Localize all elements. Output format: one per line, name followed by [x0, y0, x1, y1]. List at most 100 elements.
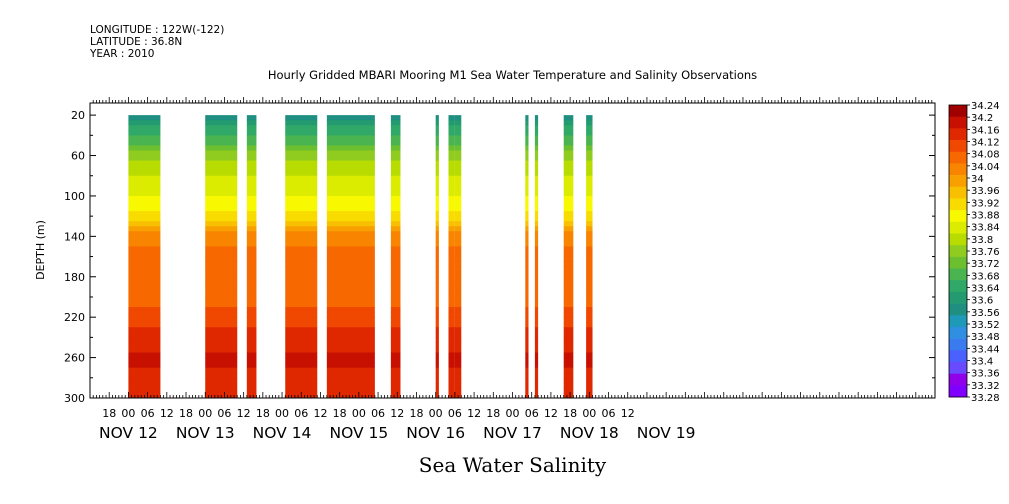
heatmap-cell: [586, 302, 593, 308]
heatmap-cell: [586, 175, 593, 182]
heatmap-cell: [326, 170, 375, 177]
heatmap-cell: [205, 387, 238, 394]
heatmap-cell: [563, 120, 574, 126]
heatmap-cell: [246, 200, 257, 207]
heatmap-cell: [563, 195, 574, 202]
heatmap-cell: [205, 211, 238, 217]
heatmap-cell: [534, 130, 539, 136]
x-hour-label: 12: [237, 407, 251, 420]
x-hour-label: 00: [352, 407, 366, 420]
heatmap-cell: [390, 291, 401, 298]
heatmap-cell: [246, 377, 257, 384]
heatmap-cell: [448, 317, 455, 323]
x-hour-label: 00: [121, 407, 135, 420]
heatmap-cell: [534, 367, 539, 374]
heatmap-cell: [205, 281, 238, 288]
heatmap-cell: [326, 312, 375, 318]
colorbar-label: 33.92: [971, 198, 1000, 209]
heatmap-cell: [586, 125, 593, 131]
heatmap-cell: [448, 120, 455, 126]
heatmap-cell: [285, 332, 318, 338]
x-hour-label: 18: [102, 407, 116, 420]
heatmap-cell: [435, 372, 439, 379]
heatmap-cell: [454, 180, 462, 187]
heatmap-cell: [525, 322, 529, 328]
heatmap-cell: [448, 332, 455, 338]
heatmap-cell: [435, 160, 439, 167]
heatmap-cell: [563, 190, 574, 197]
heatmap-cell: [586, 281, 593, 288]
heatmap-cell: [586, 352, 593, 359]
heatmap-cell: [390, 342, 401, 348]
heatmap-cell: [448, 276, 455, 283]
heatmap-cell: [534, 382, 539, 389]
heatmap-cell: [435, 145, 439, 151]
heatmap-cell: [563, 125, 574, 131]
heatmap-cell: [128, 165, 161, 172]
heatmap-cell: [563, 276, 574, 283]
heatmap-cell: [525, 251, 529, 258]
heatmap-cell: [448, 115, 455, 121]
heatmap-cell: [586, 185, 593, 192]
heatmap-cell: [525, 180, 529, 187]
heatmap-cell: [525, 332, 529, 338]
heatmap-cell: [390, 307, 401, 313]
heatmap-cell: [586, 120, 593, 126]
colorbar-bin: [949, 280, 967, 293]
heatmap-cell: [390, 327, 401, 333]
x-hour-label: 12: [390, 407, 404, 420]
heatmap-cell: [586, 115, 593, 121]
heatmap-cell: [246, 125, 257, 131]
heatmap-cell: [534, 261, 539, 268]
heatmap-cell: [586, 236, 593, 242]
heatmap-cell: [435, 317, 439, 323]
heatmap-cell: [534, 357, 539, 364]
heatmap-cell: [448, 206, 455, 212]
heatmap-cell: [246, 211, 257, 217]
heatmap-cell: [454, 135, 462, 141]
heatmap-cell: [534, 125, 539, 131]
heatmap-cell: [534, 180, 539, 187]
heatmap-cell: [390, 312, 401, 318]
heatmap-cell: [534, 337, 539, 343]
heatmap-cell: [205, 362, 238, 369]
heatmap-cell: [390, 155, 401, 162]
heatmap-cell: [525, 190, 529, 197]
heatmap-cell: [435, 206, 439, 212]
heatmap-cell: [534, 170, 539, 177]
heatmap-cell: [586, 362, 593, 369]
heatmap-cell: [390, 392, 401, 399]
x-hour-label: 06: [602, 407, 616, 420]
heatmap-cell: [205, 342, 238, 348]
heatmap-cell: [285, 115, 318, 121]
heatmap-cell: [285, 271, 318, 278]
heatmap-cell: [563, 377, 574, 384]
heatmap-cell: [435, 241, 439, 247]
heatmap-cell: [534, 150, 539, 157]
heatmap-cell: [534, 206, 539, 212]
heatmap-cell: [285, 145, 318, 151]
heatmap-cell: [285, 327, 318, 333]
heatmap-cell: [326, 362, 375, 369]
heatmap-cell: [326, 160, 375, 167]
heatmap-cell: [534, 312, 539, 318]
heatmap-cell: [586, 312, 593, 318]
colorbar-bin: [949, 163, 967, 176]
heatmap-cell: [128, 352, 161, 359]
heatmap-cell: [326, 165, 375, 172]
heatmap-cell: [534, 362, 539, 369]
heatmap-cell: [246, 271, 257, 278]
heatmap-cell: [563, 291, 574, 298]
heatmap-cell: [435, 185, 439, 192]
heatmap-cell: [205, 312, 238, 318]
heatmap-cell: [586, 377, 593, 384]
heatmap-cell: [285, 296, 318, 303]
heatmap-cell: [246, 261, 257, 268]
x-day-label: NOV 14: [253, 424, 312, 442]
heatmap-cell: [563, 362, 574, 369]
heatmap-cell: [435, 130, 439, 136]
colorbar-bin: [949, 256, 967, 269]
heatmap-cell: [454, 281, 462, 288]
heatmap-cell: [205, 337, 238, 343]
heatmap-cell: [326, 145, 375, 151]
